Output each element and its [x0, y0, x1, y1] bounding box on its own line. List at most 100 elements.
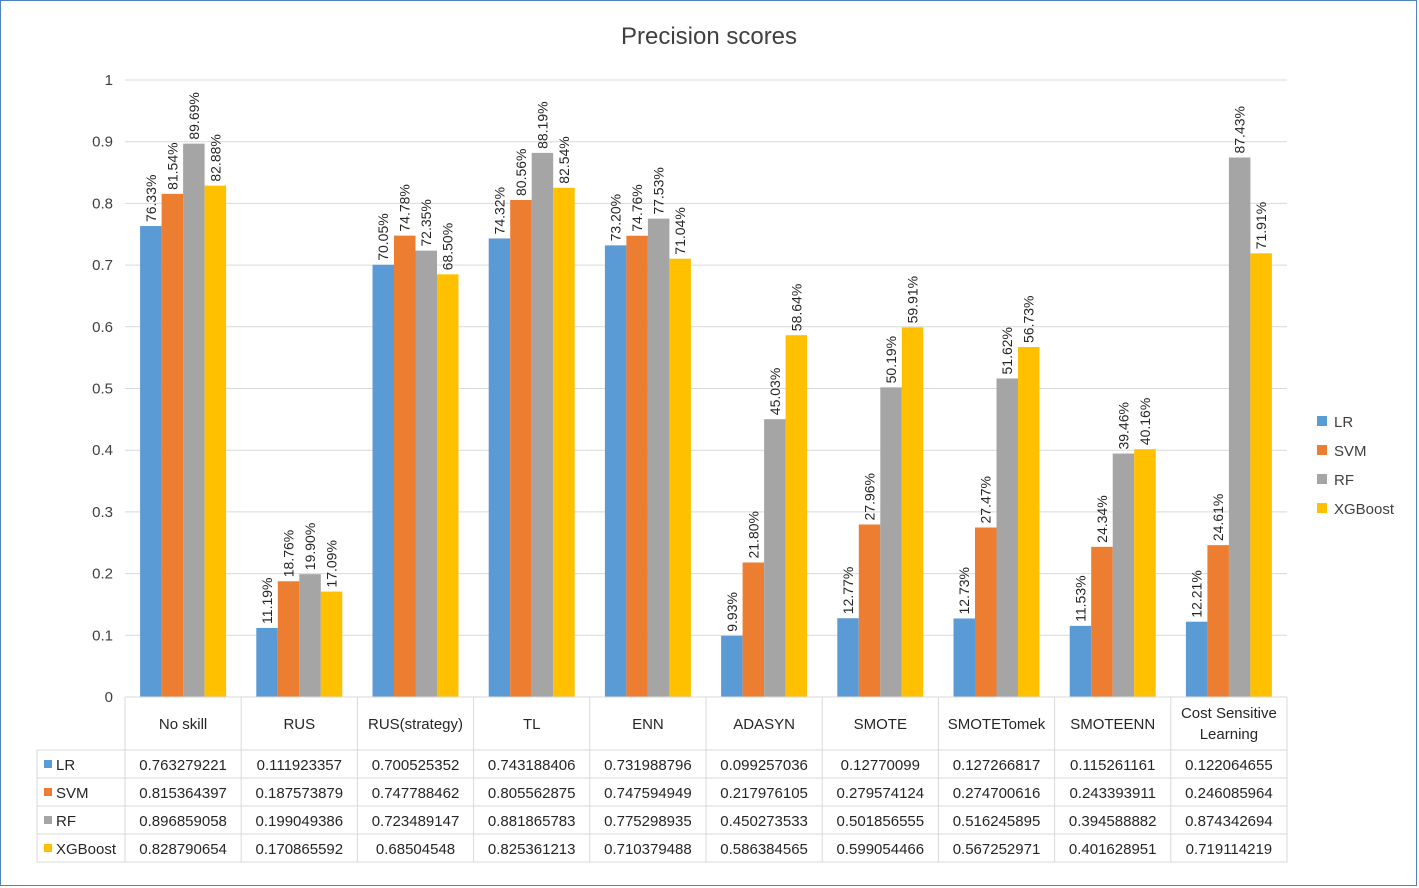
y-tick-label: 0.9	[92, 134, 113, 151]
table-cell-value: 0.394588882	[1069, 813, 1157, 830]
data-label: 72.35%	[418, 199, 434, 246]
category-label: SMOTETomek	[948, 716, 1046, 733]
bar-lr	[256, 627, 278, 697]
data-label: 50.19%	[883, 336, 899, 383]
data-label: 58.64%	[788, 284, 804, 331]
bar-svm	[394, 235, 416, 698]
table-cell-value: 0.243393911	[1069, 785, 1155, 802]
data-label: 21.80%	[745, 511, 761, 558]
category-label: ENN	[632, 716, 664, 733]
data-label: 71.91%	[1253, 202, 1269, 249]
bar-lr	[837, 618, 859, 697]
table-cell-value: 0.896859058	[139, 813, 227, 830]
bar-xgboost	[1134, 449, 1156, 697]
bar-xgboost	[437, 274, 459, 697]
data-label: 74.76%	[629, 184, 645, 231]
bar-svm	[1091, 546, 1113, 697]
data-label: 12.21%	[1189, 570, 1205, 617]
data-label: 88.19%	[534, 101, 550, 148]
data-label: 11.53%	[1072, 575, 1088, 621]
data-label: 19.90%	[302, 523, 318, 570]
bar-svm	[626, 235, 648, 697]
table-cell-value: 0.127266817	[953, 757, 1041, 774]
table-cell-value: 0.187573879	[256, 785, 344, 802]
table-cell-value: 0.731988796	[604, 757, 692, 774]
y-tick-label: 0.1	[92, 627, 113, 644]
legend-key-svm	[1317, 445, 1327, 455]
table-cell-value: 0.881865783	[488, 813, 576, 830]
data-label: 12.73%	[956, 567, 972, 614]
legend-label: LR	[1334, 414, 1353, 431]
table-cell-value: 0.710379488	[604, 841, 692, 858]
data-label: 17.09%	[324, 540, 340, 587]
bar-svm	[742, 562, 765, 697]
bar-svm	[277, 581, 300, 697]
table-cell-value: 0.747788462	[372, 785, 460, 802]
table-cell-value: 0.723489147	[372, 813, 460, 830]
table-cell-value: 0.874342694	[1185, 813, 1273, 830]
data-label: 77.53%	[651, 167, 667, 214]
bar-xgboost	[553, 187, 575, 697]
bar-lr	[372, 264, 394, 697]
bar-xgboost	[669, 258, 691, 697]
table-cell-value: 0.12770099	[841, 757, 920, 774]
bar-svm	[510, 199, 532, 697]
legend-label: XGBoost	[1334, 501, 1395, 518]
y-tick-label: 0.5	[92, 381, 113, 398]
table-cell-value: 0.401628951	[1069, 841, 1157, 858]
y-tick-label: 0.3	[92, 504, 113, 521]
legend-label: SVM	[1334, 443, 1367, 460]
table-cell-value: 0.170865592	[256, 841, 344, 858]
bar-rf	[415, 250, 437, 698]
y-tick-label: 0.7	[92, 257, 113, 274]
bar-rf	[1112, 453, 1135, 697]
category-label: SMOTEENN	[1070, 716, 1155, 733]
data-label: 82.88%	[207, 134, 223, 181]
data-label: 81.54%	[164, 142, 180, 189]
table-cell-value: 0.246085964	[1185, 785, 1273, 802]
table-cell-value: 0.279574124	[837, 785, 925, 802]
bar-svm	[858, 524, 881, 697]
bar-rf	[531, 152, 554, 698]
data-label: 56.73%	[1021, 296, 1037, 343]
data-label: 74.78%	[397, 184, 413, 231]
bar-xgboost	[1250, 253, 1272, 698]
category-label: TL	[523, 716, 541, 733]
bar-lr	[1069, 625, 1092, 697]
table-cell-value: 0.586384565	[720, 841, 808, 858]
table-series-name: RF	[56, 813, 76, 830]
y-tick-label: 0	[105, 689, 113, 706]
data-label: 12.77%	[840, 567, 856, 614]
data-label: 68.50%	[440, 223, 456, 270]
bar-rf	[764, 419, 786, 697]
y-tick-label: 1	[105, 72, 113, 89]
table-cell-value: 0.599054466	[837, 841, 925, 858]
table-cell-value: 0.815364397	[139, 785, 227, 802]
y-tick-label: 0.8	[92, 195, 113, 212]
table-cell-value: 0.763279221	[139, 757, 227, 774]
data-label: 24.34%	[1094, 495, 1110, 542]
category-label: RUS(strategy)	[368, 716, 463, 733]
legend-key-xgboost	[1317, 503, 1327, 513]
category-label: No skill	[159, 716, 207, 733]
y-tick-label: 0.4	[92, 442, 113, 459]
category-label: ADASYN	[733, 716, 795, 733]
table-cell-value: 0.775298935	[604, 813, 692, 830]
legend-label: RF	[1334, 472, 1354, 489]
table-cell-value: 0.501856555	[837, 813, 925, 830]
table-series-name: XGBoost	[56, 841, 117, 858]
table-cell-value: 0.111923357	[257, 757, 342, 774]
bar-lr	[953, 618, 975, 697]
table-series-name: LR	[56, 757, 75, 774]
table-cell-value: 0.217976105	[720, 785, 808, 802]
data-label: 27.47%	[978, 476, 994, 523]
data-label: 45.03%	[767, 368, 783, 415]
bar-rf	[1228, 157, 1251, 697]
bar-svm	[161, 193, 184, 697]
bar-xgboost	[1018, 347, 1040, 697]
category-label: RUS	[283, 716, 315, 733]
table-legend-key-xgboost	[44, 844, 52, 852]
bar-lr	[721, 635, 743, 697]
